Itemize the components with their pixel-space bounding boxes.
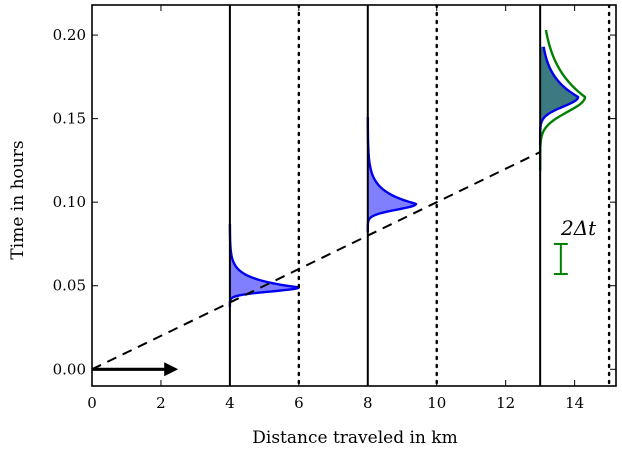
trajectory-line <box>92 151 541 371</box>
direction-arrow-head <box>164 362 179 377</box>
annotation-layer: 2Δt <box>553 216 597 276</box>
x-tick-label-14: 14 <box>565 394 584 412</box>
plot-frame <box>91 4 617 387</box>
x-tick-label-8: 8 <box>363 394 373 412</box>
distribution-layer <box>228 29 587 308</box>
y-tick-label-4: 0.20 <box>53 26 86 44</box>
x-tick-label-4: 4 <box>225 394 235 412</box>
ticks-layer: 0 2 4 6 8 10 12 14 0.00 0.05 0.10 0.15 0.20 <box>53 5 616 412</box>
distribution-fill-3 <box>540 46 579 145</box>
y-axis-label: Time in hours <box>8 140 28 259</box>
reference-lines-layer <box>92 5 611 386</box>
x-axis-label: Distance traveled in km <box>252 428 457 448</box>
x-tick-label-10: 10 <box>427 394 446 412</box>
distribution-curve-1 <box>228 223 300 308</box>
distribution-curve-2 <box>366 116 418 233</box>
y-tick-label-3: 0.15 <box>53 110 86 128</box>
x-tick-label-6: 6 <box>294 394 304 412</box>
distribution-fill-2 <box>367 116 417 233</box>
axes-frame <box>91 4 617 387</box>
delta-t-label: 2Δt <box>560 216 597 240</box>
x-tick-label-12: 12 <box>496 394 515 412</box>
y-tick-label-1: 0.05 <box>53 277 86 295</box>
y-tick-label-0: 0.00 <box>53 360 86 378</box>
x-tick-label-2: 2 <box>156 394 166 412</box>
y-tick-label-2: 0.10 <box>53 193 86 211</box>
distribution-fill-1 <box>229 223 299 307</box>
x-tick-label-0: 0 <box>87 394 97 412</box>
